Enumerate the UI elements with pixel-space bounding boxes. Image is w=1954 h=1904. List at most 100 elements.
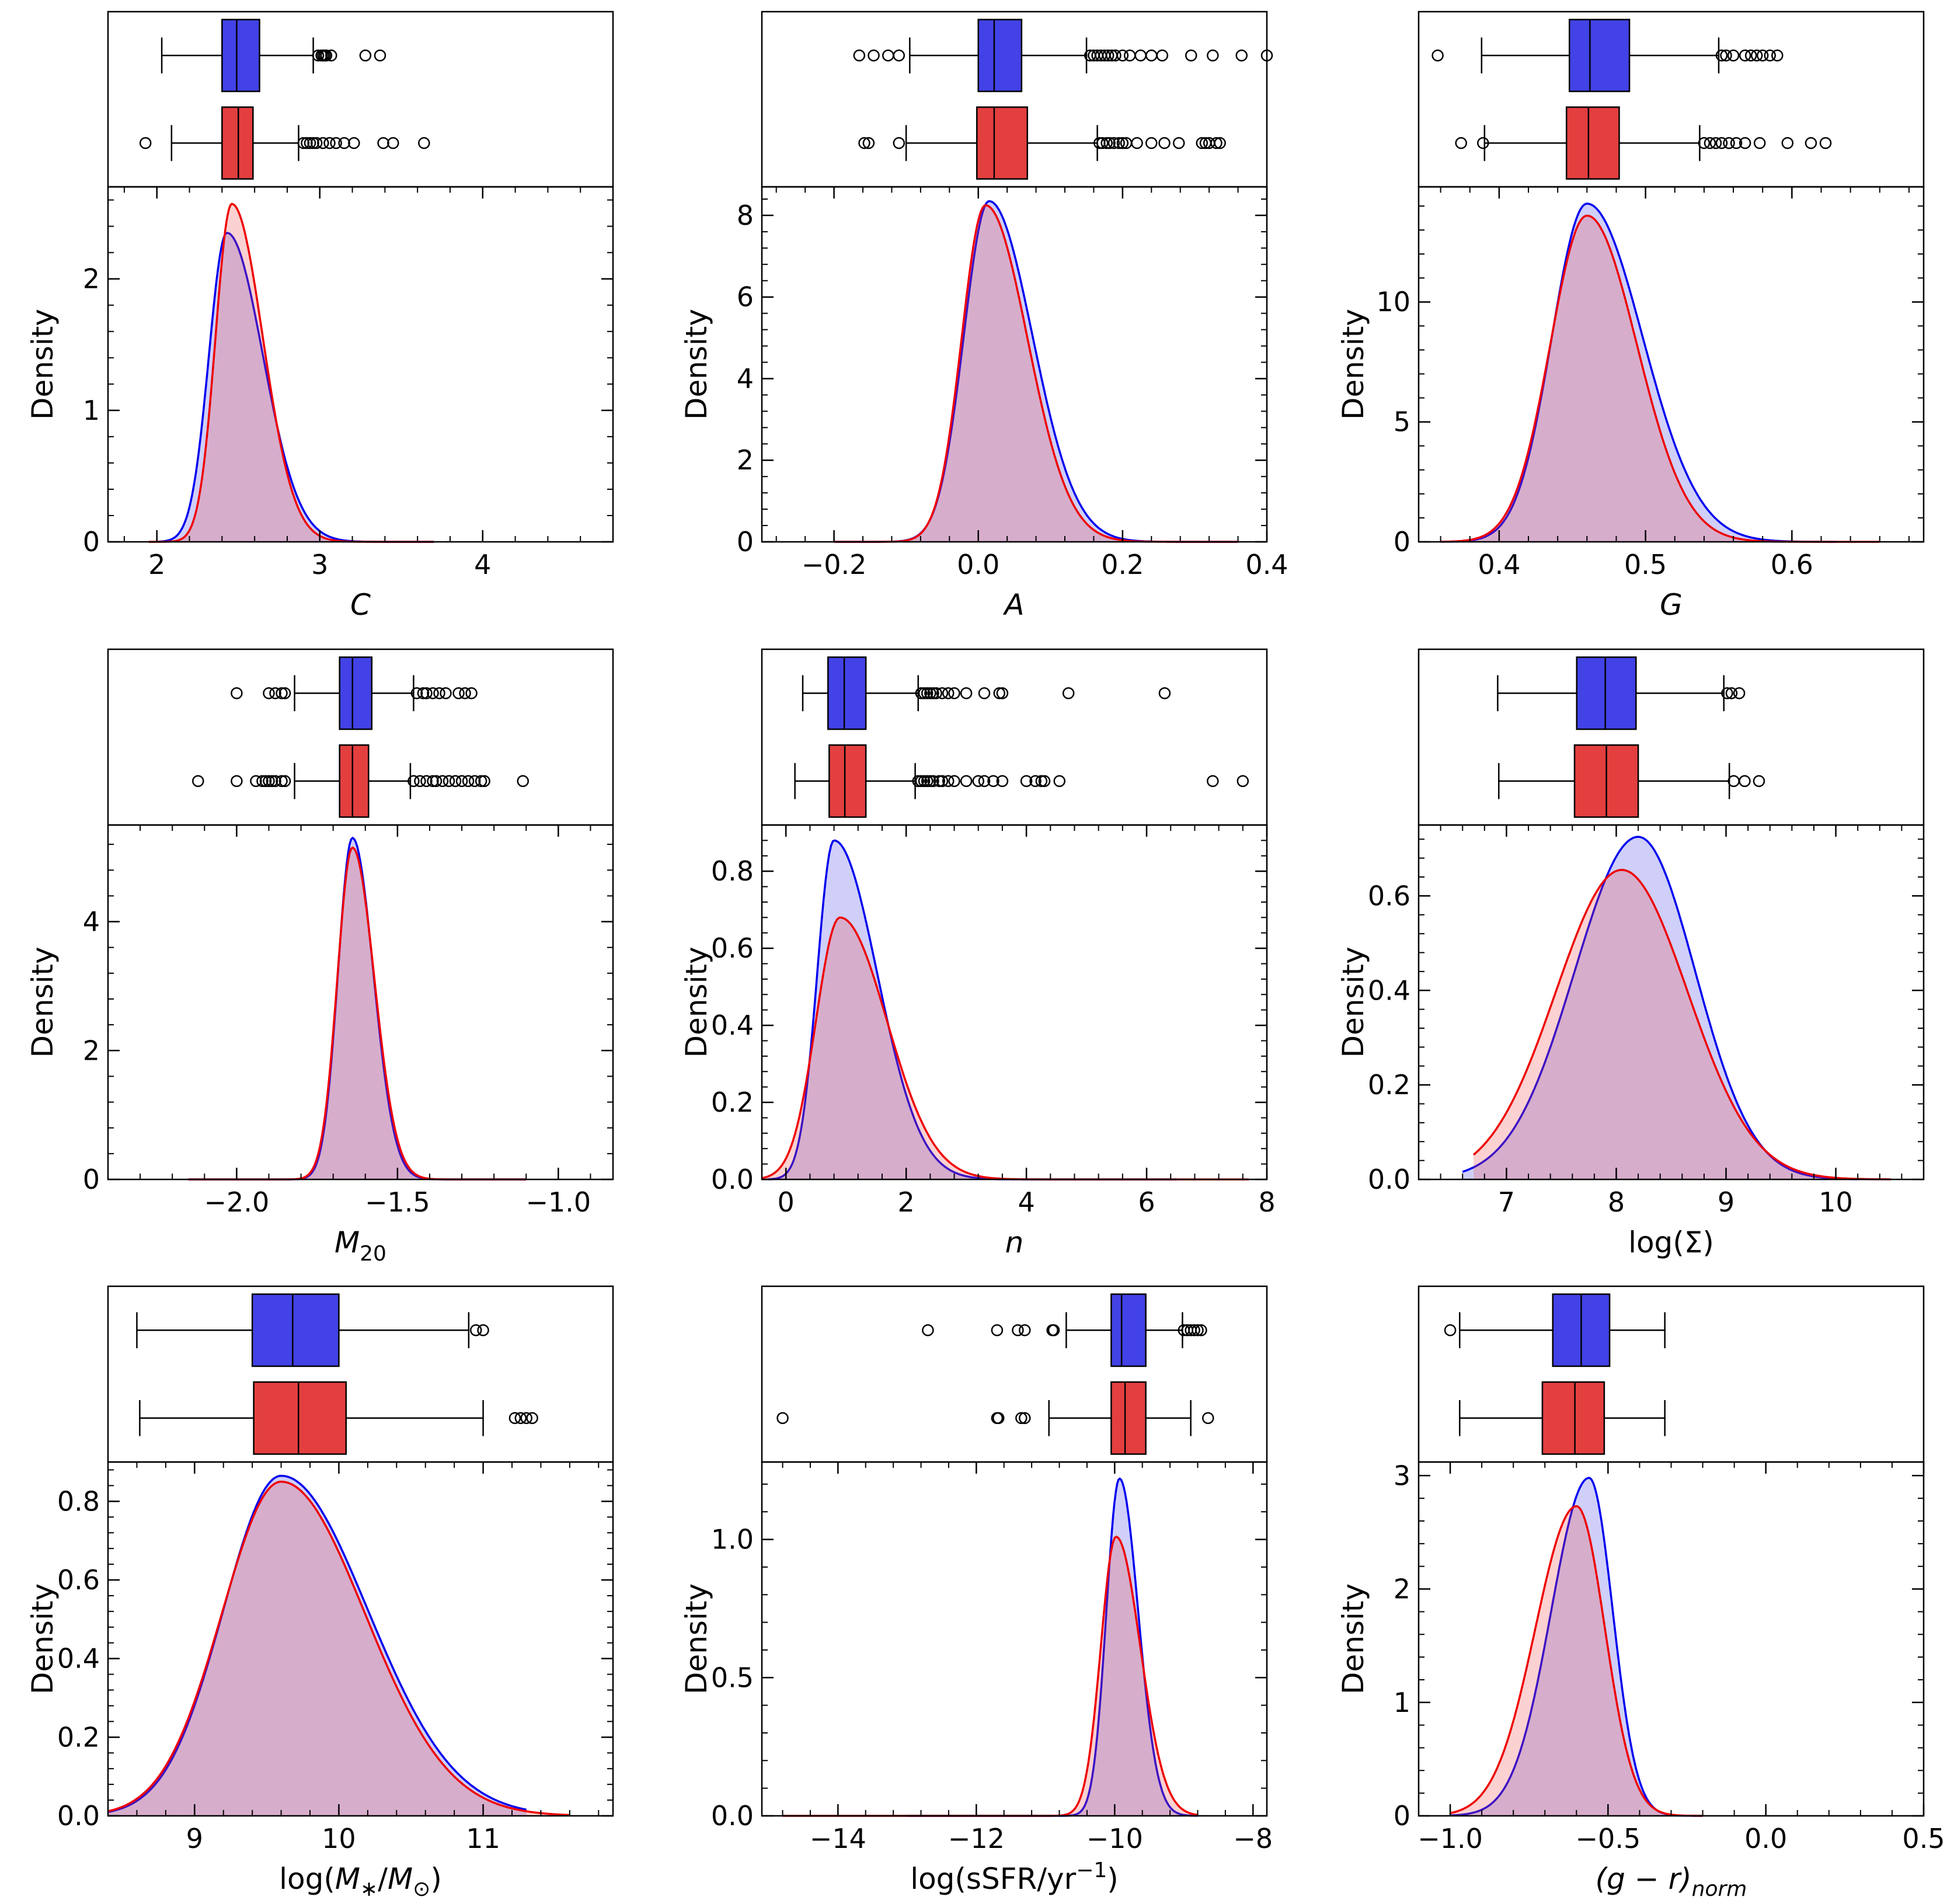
density-frame [761, 1461, 1268, 1817]
outlier-point [893, 137, 905, 149]
y-tick-label: 2 [83, 1035, 100, 1066]
outlier-point [263, 687, 275, 699]
outlier-point [325, 49, 337, 62]
box-1 [827, 656, 867, 730]
x-tick-label: −0.5 [1576, 1823, 1641, 1854]
outlier-point [1035, 775, 1048, 787]
outlier-point [1744, 49, 1757, 62]
outlier-point [868, 49, 880, 62]
outlier-point [912, 775, 924, 787]
y-tick-label: 0.8 [711, 855, 754, 887]
x-tick-label: −12 [948, 1823, 1005, 1854]
y-tick-label: 0.4 [1368, 974, 1410, 1006]
density-area-1 [907, 1478, 1198, 1816]
x-tick-label: 9 [186, 1823, 203, 1854]
outlier-point [936, 775, 949, 787]
x-tick-label: 7 [1498, 1186, 1515, 1218]
outlier-point [231, 775, 243, 787]
outlier-point [1210, 137, 1222, 149]
y-tick-label: 0.4 [57, 1643, 100, 1675]
x-axis-label: (g − r)norm [1596, 1862, 1747, 1901]
outlier-point [269, 687, 281, 699]
density-area-2 [1450, 1506, 1703, 1816]
outlier-point [1145, 49, 1158, 62]
subplot-6: 7 8 9 10 0.0 0.2 0.4 0.6 Density log(Σ) [1336, 648, 1925, 1259]
x-tick-label: 0 [778, 1186, 795, 1218]
outlier-point [933, 775, 946, 787]
y-tick-label: 5 [1394, 406, 1410, 438]
y-tick-label: 0.0 [57, 1800, 100, 1832]
subplot-5: 0 2 4 6 8 0.0 0.2 0.4 0.6 0.8 Density n [680, 648, 1276, 1259]
outlier-point [312, 49, 325, 62]
outlier-point [1192, 1324, 1204, 1336]
box-2 [221, 106, 254, 180]
y-axis-label: Density [680, 1583, 713, 1694]
subplot-4: −2.0 −1.5 −1.0 0 2 4 Density M20 [26, 648, 614, 1266]
outlier-point [1020, 775, 1033, 787]
outlier-point [1015, 1412, 1027, 1424]
y-tick-label: 0.0 [711, 1800, 754, 1832]
y-tick-label: 0.2 [1368, 1069, 1410, 1101]
subplot-1: 2 3 4 0 1 2 Density C [26, 11, 614, 622]
outlier-point [991, 1324, 1004, 1336]
outlier-point [978, 687, 991, 699]
subplot-7: 9 10 11 0.0 0.2 0.4 0.6 0.8 Density log(M∗/M⊙) [26, 1285, 614, 1901]
outlier-point [1107, 137, 1120, 149]
box-2 [253, 1381, 347, 1455]
y-tick-label: 3 [1394, 1460, 1410, 1491]
x-tick-label: 10 [322, 1823, 356, 1854]
y-tick-label: 6 [737, 281, 754, 313]
y-tick-label: 0.2 [711, 1087, 754, 1118]
outlier-point [1100, 137, 1113, 149]
outlier-point [417, 687, 430, 699]
outlier-point [1753, 137, 1766, 149]
x-tick-label: −10 [1086, 1823, 1143, 1854]
outlier-point [377, 137, 389, 149]
x-tick-label: 0.6 [1771, 549, 1813, 580]
outlier-point [927, 775, 939, 787]
density-area-2 [108, 1481, 570, 1816]
box-2 [1565, 106, 1620, 180]
outlier-point [410, 687, 423, 699]
outlier-point [1730, 137, 1743, 149]
outlier-point [414, 775, 426, 787]
y-tick-label: 0.2 [57, 1721, 100, 1753]
density-frame [761, 186, 1268, 543]
outlier-point [1764, 49, 1776, 62]
outlier-point [278, 687, 291, 699]
outlier-point [278, 775, 291, 787]
box-1 [1110, 1293, 1147, 1367]
x-tick-label: −14 [810, 1823, 866, 1854]
outlier-point [1753, 775, 1765, 787]
density-frame [107, 824, 614, 1181]
outlier-point [462, 775, 475, 787]
y-tick-label: 0.6 [711, 932, 754, 964]
density-area-2 [188, 847, 527, 1179]
x-tick-label: 3 [311, 549, 328, 580]
outlier-point [993, 687, 1006, 699]
y-axis-label: Density [26, 1583, 60, 1694]
density-frame [107, 186, 614, 543]
boxplot-frame [107, 11, 614, 188]
outlier-point [139, 137, 152, 149]
outlier-point [443, 775, 455, 787]
outlier-point [348, 137, 360, 149]
y-tick-label: 0.6 [1368, 880, 1410, 911]
outlier-point [420, 775, 433, 787]
outlier-point [508, 1412, 521, 1424]
density-area-1 [156, 232, 434, 542]
x-tick-label: 0.0 [957, 549, 999, 580]
outlier-point [1188, 1324, 1200, 1336]
outlier-point [433, 687, 445, 699]
outlier-point [1123, 49, 1136, 62]
box-1 [251, 1293, 340, 1367]
y-tick-label: 2 [1394, 1574, 1410, 1605]
density-area-2 [834, 205, 1238, 542]
y-tick-label: 0 [1394, 526, 1410, 558]
outlier-point [259, 775, 272, 787]
outlier-point [1096, 137, 1109, 149]
outlier-point [1237, 775, 1249, 787]
outlier-point [1750, 49, 1763, 62]
outlier-point [231, 687, 243, 699]
